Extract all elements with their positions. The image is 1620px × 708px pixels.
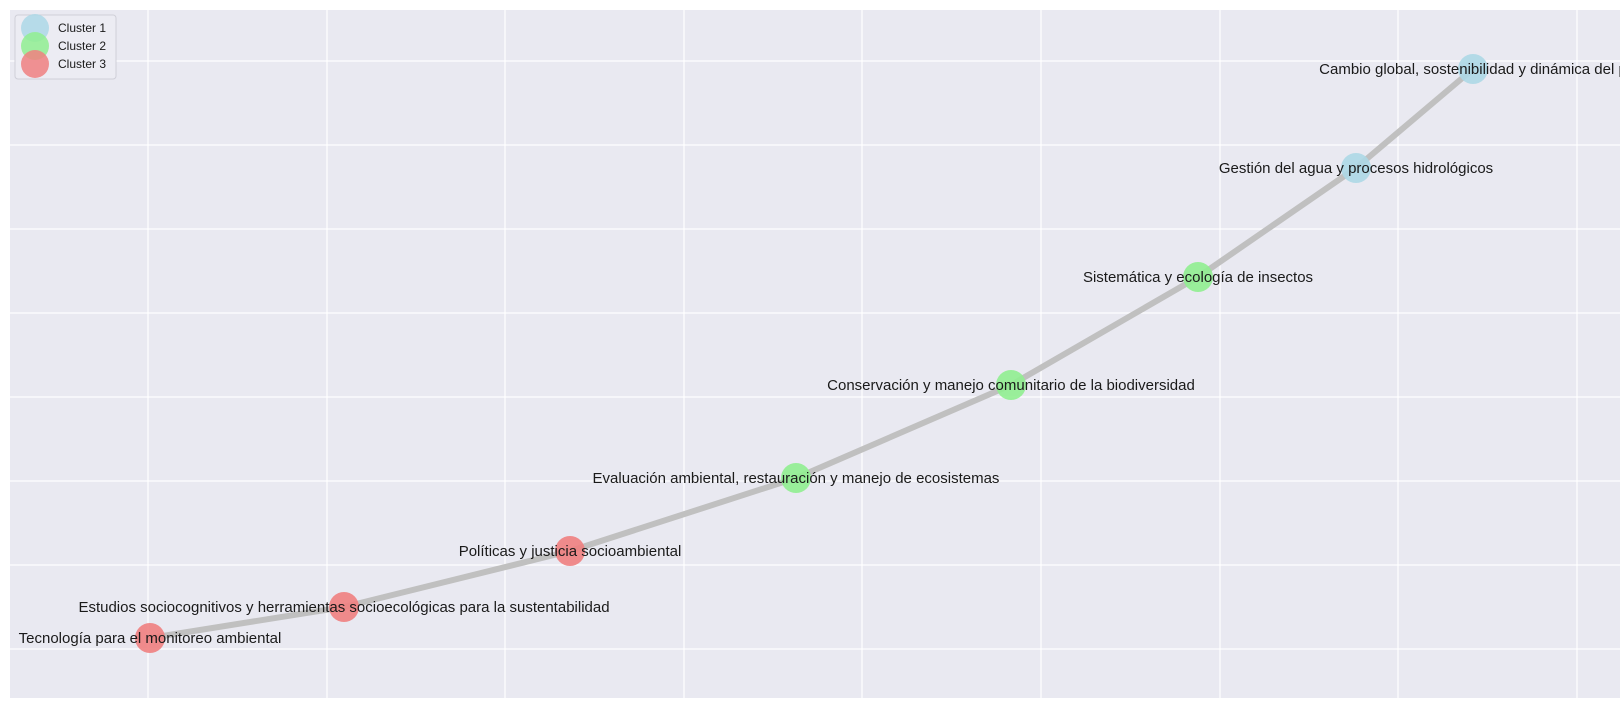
- edge: [1008, 274, 1201, 388]
- node-label: Estudios sociocognitivos y herramientas …: [78, 599, 609, 616]
- edge: [341, 548, 573, 610]
- node-label: Gestión del agua y procesos hidrológicos: [1219, 160, 1493, 177]
- nodes: [135, 54, 1488, 653]
- node-label: Tecnología para el monitoreo ambiental: [19, 630, 282, 647]
- node-label: Evaluación ambiental, restauración y man…: [593, 470, 1000, 487]
- legend-label: Cluster 1: [58, 21, 106, 35]
- node-cluster-3: [555, 536, 585, 566]
- node-cluster-3: [135, 623, 165, 653]
- node-cluster-1: [1341, 153, 1371, 183]
- edge: [1195, 165, 1359, 280]
- plot-background: [10, 10, 1620, 698]
- grid: [10, 10, 1620, 698]
- node-cluster-2: [781, 463, 811, 493]
- edge: [567, 475, 799, 554]
- legend-label: Cluster 2: [58, 39, 106, 53]
- edges: [147, 66, 1476, 641]
- node-cluster-2: [996, 370, 1026, 400]
- edge: [793, 382, 1014, 481]
- edge: [147, 604, 347, 641]
- node-label: Políticas y justicia socioambiental: [459, 543, 682, 560]
- node-cluster-1: [1458, 54, 1488, 84]
- edge: [1353, 66, 1476, 171]
- node-label: Cambio global, sostenibilidad y dinámica…: [1319, 61, 1620, 78]
- node-label: Conservación y manejo comunitario de la …: [827, 377, 1195, 394]
- legend-label: Cluster 3: [58, 57, 106, 71]
- legend-marker-cluster-3: [21, 50, 49, 78]
- node-cluster-3: [329, 592, 359, 622]
- node-label: Sistemática y ecología de insectos: [1083, 269, 1313, 286]
- node-labels: Tecnología para el monitoreo ambiental Es…: [19, 61, 1620, 647]
- legend: Cluster 1 Cluster 2 Cluster 3: [14, 14, 117, 80]
- node-cluster-2: [1183, 262, 1213, 292]
